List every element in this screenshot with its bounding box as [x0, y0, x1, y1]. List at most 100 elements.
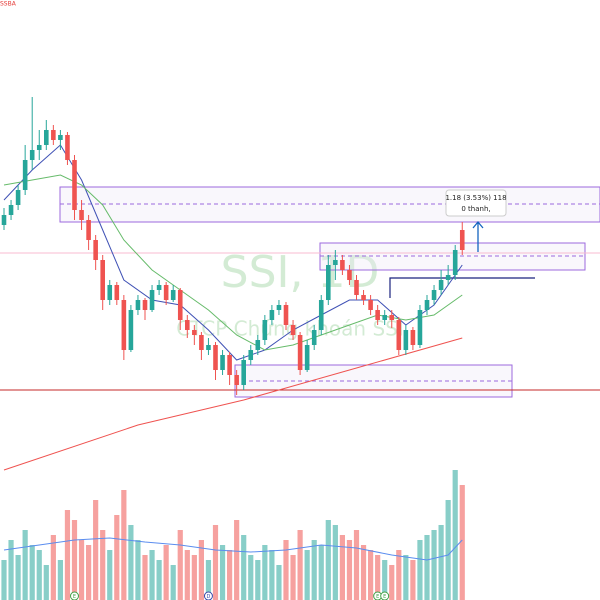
volume-bar	[163, 545, 169, 600]
volume-bar	[177, 530, 183, 600]
volume-bar	[311, 540, 317, 600]
volume-bar	[43, 565, 49, 600]
candle-body	[417, 310, 423, 345]
volume-bar	[107, 550, 113, 600]
volume-bar	[29, 545, 35, 600]
volume-bar	[360, 545, 367, 600]
moving-average	[3, 174, 463, 351]
volume-bar	[424, 535, 430, 600]
volume-bar	[212, 525, 219, 600]
candle-body	[241, 360, 246, 385]
candle-body	[79, 210, 84, 220]
candle-body	[311, 330, 317, 345]
candle-body	[128, 310, 134, 350]
candle-body	[135, 300, 141, 310]
candle-body	[22, 160, 28, 190]
symbol: SSBA	[0, 1, 17, 8]
volume-bar	[57, 560, 63, 600]
candle-body	[333, 260, 338, 265]
candle-body	[121, 300, 127, 350]
moving-average	[3, 144, 463, 361]
resistance-line	[389, 277, 535, 298]
event-label: E	[376, 594, 379, 600]
candle-body	[170, 290, 176, 300]
candle-body	[163, 285, 169, 300]
annotation-box	[445, 189, 507, 217]
volume-bar	[198, 540, 204, 600]
volume-bar	[403, 555, 409, 600]
volume-bar	[149, 550, 155, 600]
candle-body	[297, 335, 303, 370]
event-label: E	[383, 594, 386, 600]
candle-body	[276, 305, 282, 310]
volume-bar	[205, 560, 212, 600]
candle-body	[93, 240, 98, 260]
volume-bar	[304, 550, 310, 600]
volume-bar	[325, 520, 331, 600]
candle-body	[389, 315, 395, 320]
volume-bar	[431, 530, 437, 600]
candle-body	[459, 230, 465, 250]
moving-average	[3, 337, 463, 471]
zone	[234, 364, 513, 398]
volume-bar	[128, 525, 134, 600]
event-marker	[380, 591, 390, 600]
volume-ma	[3, 537, 463, 561]
arrow	[472, 220, 484, 252]
volume-bar	[248, 555, 254, 600]
candle-body	[424, 300, 430, 310]
volume-bar	[389, 565, 395, 600]
volume-bar	[297, 530, 303, 600]
volume-bar	[219, 545, 226, 600]
annotation: 1.18 (3.53%) 118	[445, 194, 506, 202]
candle-body	[269, 310, 275, 320]
candle-body	[65, 135, 70, 160]
candle-body	[382, 315, 387, 320]
candle-body	[227, 355, 232, 375]
watermark: SSI, 1D	[221, 247, 380, 298]
volume-bar	[78, 540, 85, 600]
candle-body	[29, 150, 35, 160]
volume-bar	[170, 565, 176, 600]
volume-bar	[346, 540, 353, 600]
candle-body	[206, 345, 211, 350]
volume-bar	[283, 540, 289, 600]
volume-bar	[332, 525, 338, 600]
volume-bar	[15, 555, 21, 600]
volume-bar	[241, 535, 247, 600]
volume-bar	[410, 560, 416, 600]
candle-body	[177, 290, 183, 320]
candle-body	[361, 295, 366, 300]
volume-bar	[234, 520, 240, 600]
volume-bar	[100, 530, 106, 600]
candle-body	[438, 280, 444, 290]
candle-body	[347, 270, 352, 280]
candle-body	[100, 260, 105, 300]
volume-bar	[255, 560, 261, 600]
candle-body	[445, 275, 451, 280]
candle-body	[304, 345, 310, 370]
volume-bar	[22, 530, 28, 600]
volume-bar	[71, 520, 78, 600]
candle-body	[51, 130, 56, 140]
candle-body	[283, 305, 289, 325]
volume-bar	[353, 530, 360, 600]
candle-body	[114, 285, 120, 300]
candle-body	[192, 330, 197, 335]
candle-body	[72, 160, 77, 210]
candle-body	[185, 320, 190, 330]
candle-body	[149, 290, 155, 310]
candle-body	[107, 285, 113, 300]
candle-body	[213, 345, 218, 370]
volume-bar	[142, 555, 148, 600]
candle-body	[403, 330, 409, 350]
event-marker	[70, 591, 79, 600]
event-label: E	[73, 594, 76, 600]
volume-bar	[276, 565, 282, 600]
candle-body	[396, 320, 402, 350]
volume-bar	[445, 500, 451, 600]
candle-body	[262, 320, 268, 340]
candle-body	[44, 130, 49, 145]
volume-bar	[135, 540, 141, 600]
candle-body	[142, 300, 148, 310]
